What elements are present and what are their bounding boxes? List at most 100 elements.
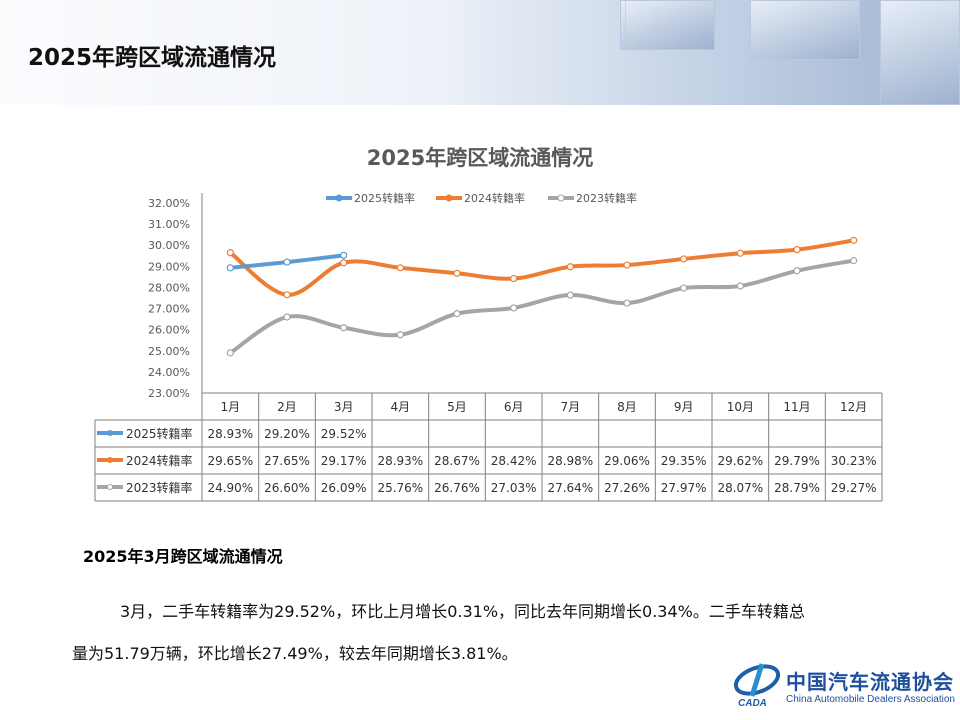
data-point bbox=[226, 349, 234, 357]
svg-text:CADA: CADA bbox=[738, 698, 767, 708]
x-tick-label: 9月 bbox=[674, 400, 694, 414]
legend-label: 2024转籍率 bbox=[464, 191, 525, 205]
data-point bbox=[340, 251, 348, 259]
table-legend-marker bbox=[107, 484, 113, 490]
decor-cube bbox=[880, 0, 960, 105]
x-tick-label: 6月 bbox=[504, 400, 524, 414]
table-cell: 27.97% bbox=[661, 481, 707, 495]
data-point bbox=[736, 282, 744, 290]
data-point bbox=[283, 291, 291, 299]
series-line bbox=[228, 258, 856, 355]
logo-en-text: China Automobile Dealers Association bbox=[786, 694, 955, 705]
data-point bbox=[793, 246, 801, 254]
y-tick-label: 25.00% bbox=[148, 345, 190, 358]
table-cell: 29.27% bbox=[831, 481, 877, 495]
series-line bbox=[228, 238, 856, 297]
data-point bbox=[736, 249, 744, 257]
data-point bbox=[510, 304, 518, 312]
y-tick-label: 31.00% bbox=[148, 218, 190, 231]
paragraph-line: 量为51.79万辆，环比增长27.49%，较去年同期增长3.81%。 bbox=[72, 644, 518, 663]
logo-cn-text: 中国汽车流通协会 bbox=[786, 672, 954, 694]
table-cell: 29.65% bbox=[207, 454, 253, 468]
data-point bbox=[566, 291, 574, 299]
x-tick-label: 10月 bbox=[727, 400, 754, 414]
data-point bbox=[850, 236, 858, 244]
cada-emblem-icon: CADA bbox=[733, 663, 781, 708]
x-tick-label: 3月 bbox=[334, 400, 354, 414]
line-chart: 23.00% 24.00% 25.00% 26.00% 27.00% 28.00% 29.0… bbox=[94, 191, 883, 502]
table-cell: 29.35% bbox=[661, 454, 707, 468]
x-tick-label: 11月 bbox=[783, 400, 810, 414]
table-cell: 28.07% bbox=[717, 481, 763, 495]
data-point bbox=[396, 331, 404, 339]
table-cell: 26.60% bbox=[264, 481, 310, 495]
data-point bbox=[340, 259, 348, 267]
data-point bbox=[226, 249, 234, 257]
table-cell: 29.79% bbox=[774, 454, 820, 468]
data-point bbox=[510, 274, 518, 283]
table-cell: 28.93% bbox=[377, 454, 423, 468]
table-cell: 27.03% bbox=[491, 481, 537, 495]
header-banner bbox=[0, 0, 960, 105]
data-point bbox=[680, 255, 688, 263]
table-cell: 25.76% bbox=[377, 481, 423, 495]
table-cell: 29.17% bbox=[321, 454, 367, 468]
y-tick-label: 24.00% bbox=[148, 366, 190, 379]
x-tick-label: 7月 bbox=[561, 400, 581, 414]
table-legend-marker bbox=[107, 430, 113, 436]
table-cell: 27.65% bbox=[264, 454, 310, 468]
legend-marker bbox=[335, 194, 343, 202]
table-row-label: 2023转籍率 bbox=[126, 480, 193, 495]
data-point bbox=[680, 284, 688, 292]
data-point bbox=[850, 257, 858, 265]
x-tick-label: 4月 bbox=[391, 400, 411, 414]
y-tick-label: 23.00% bbox=[148, 387, 190, 400]
y-tick-label: 30.00% bbox=[148, 239, 190, 252]
table-row-label: 2025转籍率 bbox=[126, 426, 193, 441]
legend-label: 2023转籍率 bbox=[576, 191, 637, 205]
table-cell: 29.52% bbox=[321, 427, 367, 441]
table-cell: 29.20% bbox=[264, 427, 310, 441]
table-cell: 28.98% bbox=[547, 454, 593, 468]
data-point bbox=[453, 310, 461, 318]
legend-label: 2025转籍率 bbox=[354, 191, 415, 205]
data-point bbox=[793, 267, 801, 275]
table-cell: 26.76% bbox=[434, 481, 480, 495]
x-tick-label: 2月 bbox=[277, 400, 297, 414]
table-cell: 28.67% bbox=[434, 454, 480, 468]
y-tick-label: 28.00% bbox=[148, 281, 190, 294]
y-tick-label: 29.00% bbox=[148, 260, 190, 273]
x-tick-label: 8月 bbox=[617, 400, 637, 414]
y-tick-label: 27.00% bbox=[148, 303, 190, 316]
x-tick-label: 1月 bbox=[221, 400, 241, 414]
table-cell: 27.26% bbox=[604, 481, 650, 495]
table-cell: 28.93% bbox=[207, 427, 253, 441]
data-point bbox=[226, 264, 234, 272]
data-point bbox=[566, 263, 574, 271]
page-title: 2025年跨区域流通情况 bbox=[28, 45, 277, 71]
paragraph-line: 3月，二手车转籍率为29.52%，环比上月增长0.31%，同比去年同期增长0.3… bbox=[120, 602, 805, 621]
decor-cube bbox=[750, 0, 860, 60]
table-legend-marker bbox=[107, 457, 113, 463]
y-tick-label: 32.00% bbox=[148, 197, 190, 210]
legend-marker bbox=[557, 194, 565, 202]
data-point bbox=[340, 324, 348, 332]
decor-cube bbox=[625, 0, 715, 50]
chart-title: 2025年跨区域流通情况 bbox=[366, 146, 594, 170]
table-cell: 29.62% bbox=[717, 454, 763, 468]
data-point bbox=[623, 299, 631, 307]
data-point bbox=[283, 313, 291, 321]
table-cell: 28.79% bbox=[774, 481, 820, 495]
table-cell: 24.90% bbox=[207, 481, 253, 495]
data-point bbox=[623, 261, 631, 269]
legend-marker bbox=[445, 194, 453, 202]
section-heading: 2025年3月跨区域流通情况 bbox=[83, 547, 283, 566]
table-cell: 29.06% bbox=[604, 454, 650, 468]
table-cell: 27.64% bbox=[547, 481, 593, 495]
data-point bbox=[396, 264, 404, 272]
x-tick-label: 12月 bbox=[840, 400, 867, 414]
y-tick-label: 26.00% bbox=[148, 324, 190, 337]
cada-logo: CADA 中国汽车流通协会 China Automobile Dealers A… bbox=[732, 660, 957, 710]
table-row-label: 2024转籍率 bbox=[126, 453, 193, 468]
table-cell: 30.23% bbox=[831, 454, 877, 468]
